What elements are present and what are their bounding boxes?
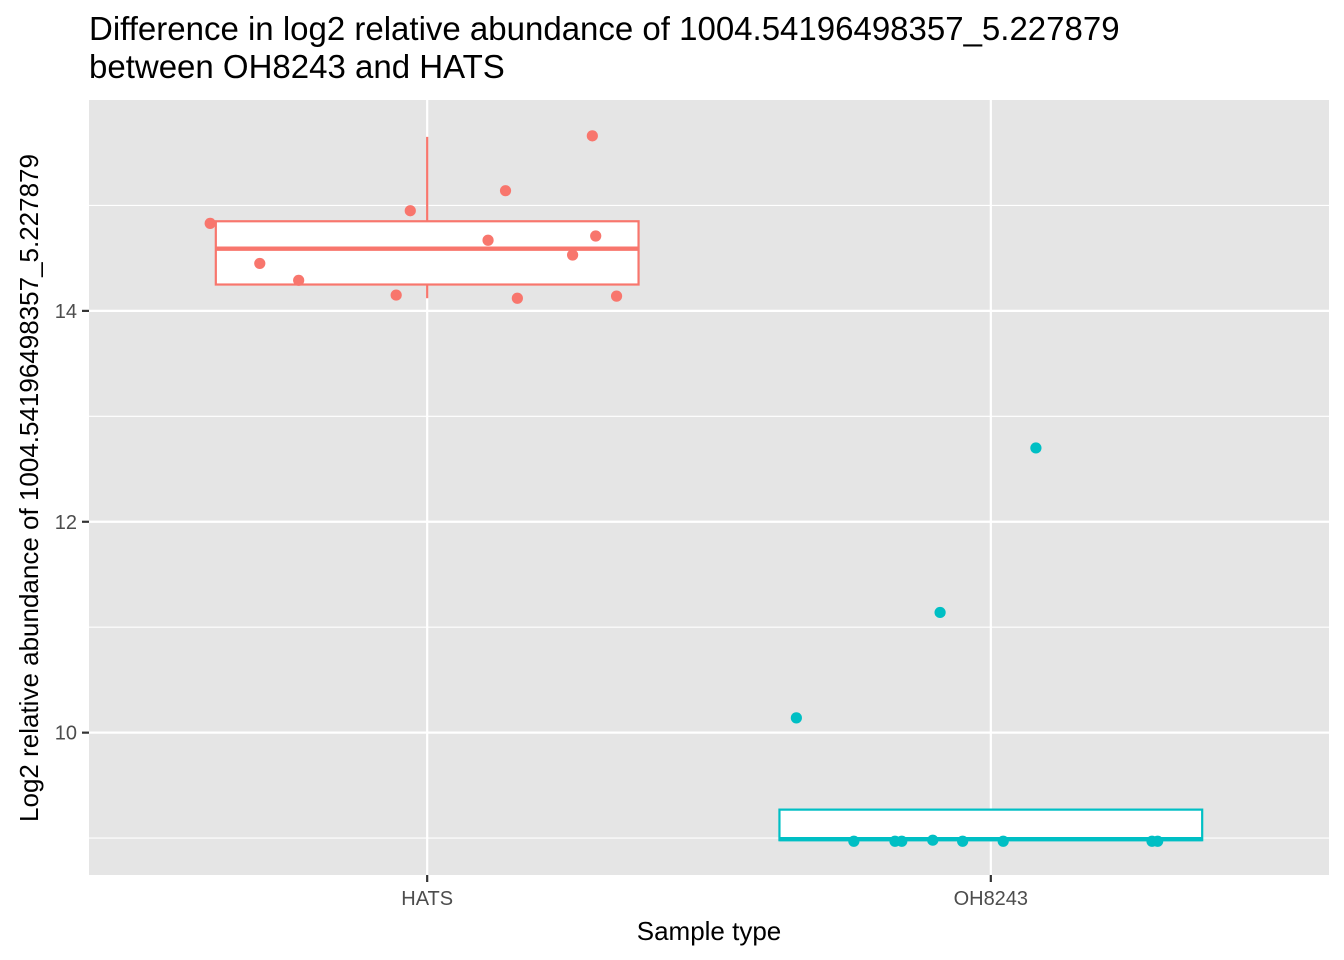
plot-panel: [89, 100, 1329, 875]
point-oh8243: [896, 835, 908, 847]
point-oh8243: [848, 835, 860, 847]
box-oh8243: [778, 808, 1204, 842]
point-oh8243: [790, 712, 802, 724]
point-hats: [499, 185, 512, 197]
y-tick-label: 12: [55, 512, 77, 534]
point-hats: [482, 234, 494, 246]
x-axis-title: Sample type: [637, 916, 782, 946]
box-iqr: [778, 808, 1204, 842]
axes: 10 12 14 HATS OH8243: [55, 301, 1028, 910]
point-hats: [610, 290, 623, 302]
point-hats: [390, 289, 402, 301]
point-hats: [586, 130, 598, 142]
chart-title-line-2: between OH8243 and HATS: [89, 48, 505, 85]
point-hats: [254, 257, 266, 270]
x-tick-label: OH8243: [954, 888, 1029, 910]
y-axis-title: Log2 relative abundance of 1004.54196498…: [14, 154, 44, 822]
point-oh8243: [957, 835, 969, 847]
point-hats: [511, 292, 523, 304]
x-tick-label: HATS: [401, 888, 453, 910]
gridlines: [89, 100, 1329, 875]
y-tick-label: 10: [55, 723, 77, 745]
point-oh8243: [927, 834, 939, 846]
point-hats: [404, 205, 416, 217]
point-oh8243: [1030, 442, 1042, 454]
point-oh8243: [997, 835, 1009, 847]
point-hats: [204, 217, 216, 229]
point-oh8243: [934, 606, 946, 619]
point-oh8243: [1152, 835, 1164, 847]
y-tick-label: 14: [55, 301, 77, 323]
data-points: [204, 130, 1164, 847]
point-hats: [590, 230, 602, 242]
point-hats: [567, 249, 579, 261]
point-hats: [293, 274, 305, 286]
chart-title-line-1: Difference in log2 relative abundance of…: [89, 10, 1120, 47]
